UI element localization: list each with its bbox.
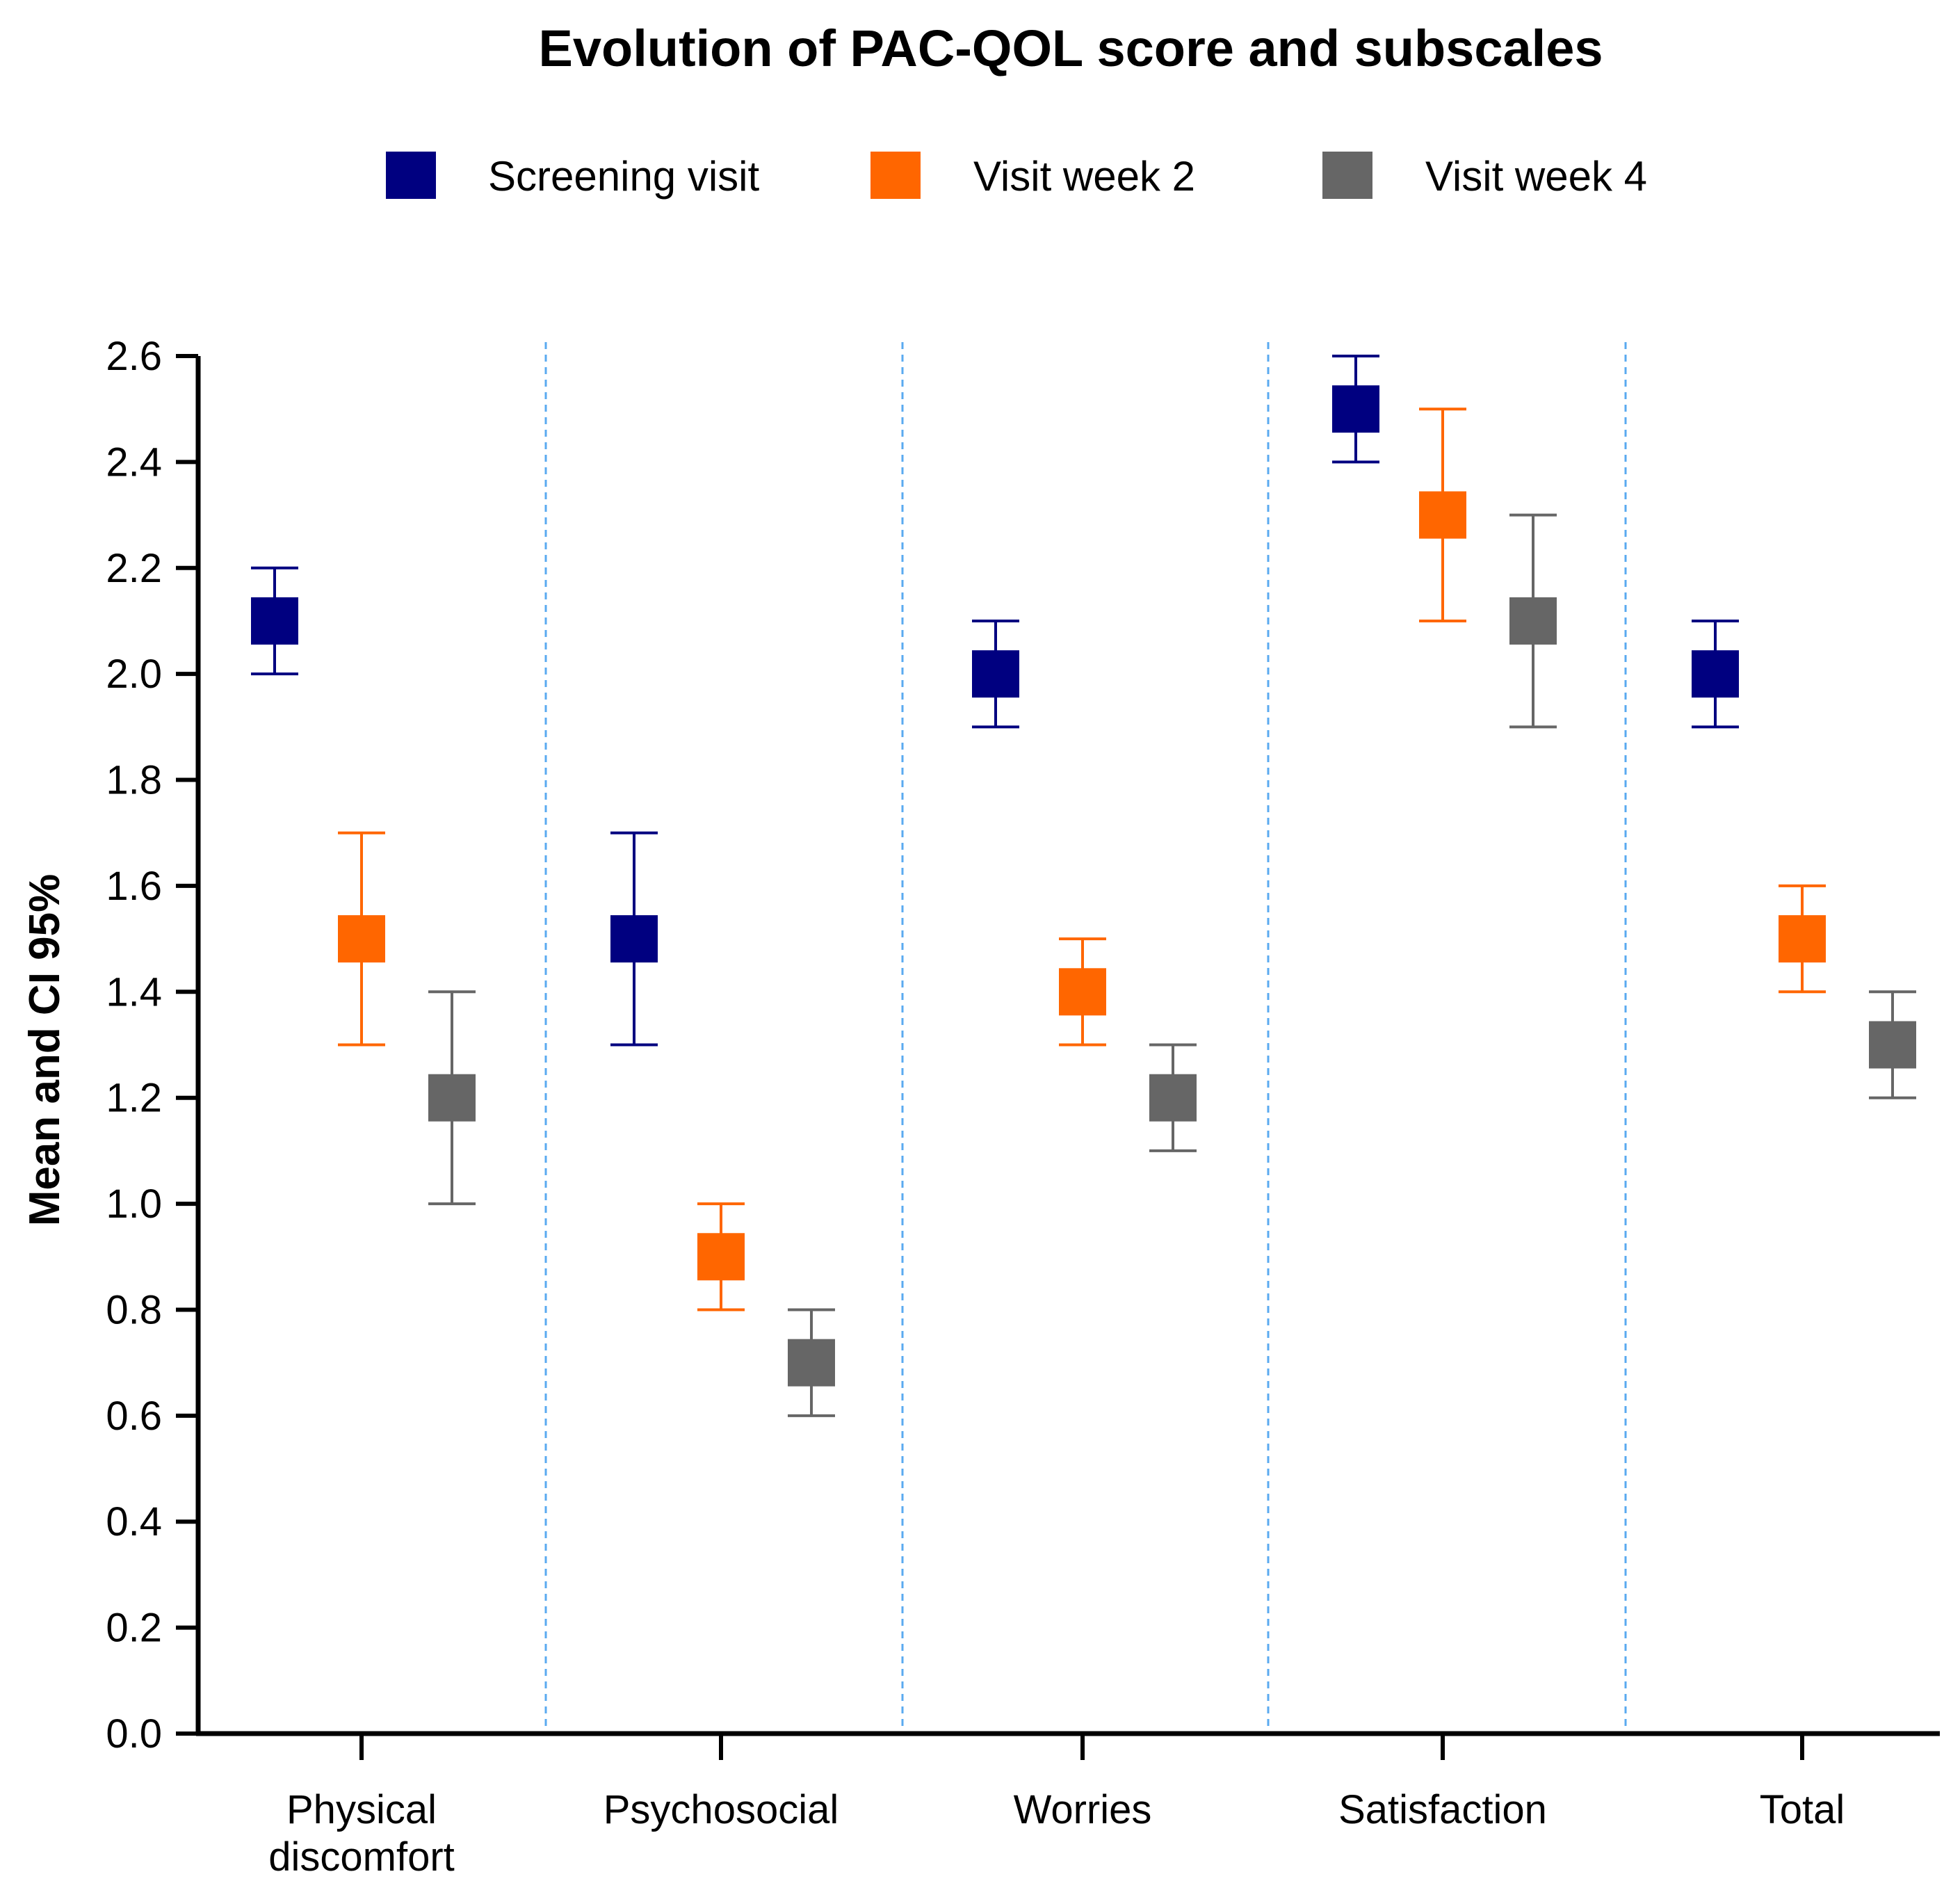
x-tick-label: Psychosocial (604, 1787, 839, 1832)
legend-swatch (870, 152, 921, 199)
x-tick-label: Satisfaction (1338, 1787, 1547, 1832)
mean-marker (1692, 650, 1739, 698)
axes (195, 356, 1940, 1736)
category-separators (544, 342, 1627, 1734)
legend-item-1: Screening visit (386, 152, 760, 200)
y-tick-label: 0.6 (106, 1394, 162, 1439)
y-tick-label: 1.0 (106, 1181, 162, 1227)
mean-marker (428, 1074, 476, 1122)
y-tick-label: 0.0 (106, 1711, 162, 1757)
legend-swatch (1322, 152, 1372, 199)
y-tick-label: 0.4 (106, 1499, 162, 1544)
x-tick-label: Total (1760, 1787, 1845, 1832)
mean-marker (697, 1233, 745, 1281)
data-point (1332, 355, 1379, 464)
y-tick-label: 2.6 (106, 334, 162, 379)
y-tick-label: 2.4 (106, 439, 162, 485)
y-tick-label: 0.2 (106, 1606, 162, 1651)
x-axis-ticks: Physical discomfort Psychosocial Worries Sat… (268, 1734, 1845, 1880)
y-tick-label: 1.8 (106, 758, 162, 803)
y-tick-label: 1.6 (106, 864, 162, 909)
mean-marker (1332, 385, 1379, 433)
y-tick-label: 1.4 (106, 969, 162, 1015)
data-point (1779, 884, 1826, 994)
y-axis-ticks: 0.0 0.2 0.4 0.6 0.8 1.0 1.2 1.4 1.6 1.8 2.0 2.2 2.4 2… (106, 334, 198, 1757)
x-tick-label: Physical discomfort (268, 1787, 455, 1880)
legend-label: Screening visit (488, 153, 760, 200)
mean-marker (338, 915, 385, 963)
data-point (1692, 619, 1739, 729)
x-tick-label: Worries (1014, 1787, 1152, 1832)
y-tick-label: 2.0 (106, 652, 162, 697)
data-point (610, 831, 658, 1047)
data-point (1059, 937, 1106, 1047)
mean-marker (1149, 1074, 1197, 1122)
legend-item-3: Visit week 4 (1322, 152, 1647, 200)
y-tick-label: 0.8 (106, 1287, 162, 1332)
data-point (697, 1202, 745, 1311)
mean-marker (1509, 597, 1557, 645)
data-markers (251, 355, 1916, 1417)
legend-item-2: Visit week 2 (870, 152, 1195, 200)
mean-marker (972, 650, 1019, 698)
mean-marker (1059, 968, 1106, 1016)
mean-marker (788, 1339, 835, 1387)
mean-marker (1779, 915, 1826, 963)
data-point (1149, 1043, 1197, 1152)
legend-swatch (386, 152, 436, 199)
data-point (1419, 407, 1466, 622)
legend-label: Visit week 4 (1425, 153, 1647, 200)
mean-marker (1419, 491, 1466, 539)
data-point (788, 1308, 835, 1417)
mean-marker (610, 915, 658, 963)
y-tick-label: 2.2 (106, 546, 162, 591)
legend: Screening visit Visit week 2 Visit week 4 (386, 152, 1647, 200)
mean-marker (1869, 1021, 1916, 1069)
chart-title: Evolution of PAC-QOL score and subscales (538, 19, 1603, 77)
data-point (428, 990, 476, 1206)
data-point (251, 566, 298, 676)
y-axis-label: Mean and CI 95% (21, 874, 69, 1226)
data-point (972, 619, 1019, 729)
legend-label: Visit week 2 (973, 153, 1195, 200)
mean-marker (251, 597, 298, 645)
y-tick-label: 1.2 (106, 1076, 162, 1121)
data-point (1869, 990, 1916, 1099)
data-point (1509, 513, 1557, 729)
data-point (338, 831, 385, 1047)
